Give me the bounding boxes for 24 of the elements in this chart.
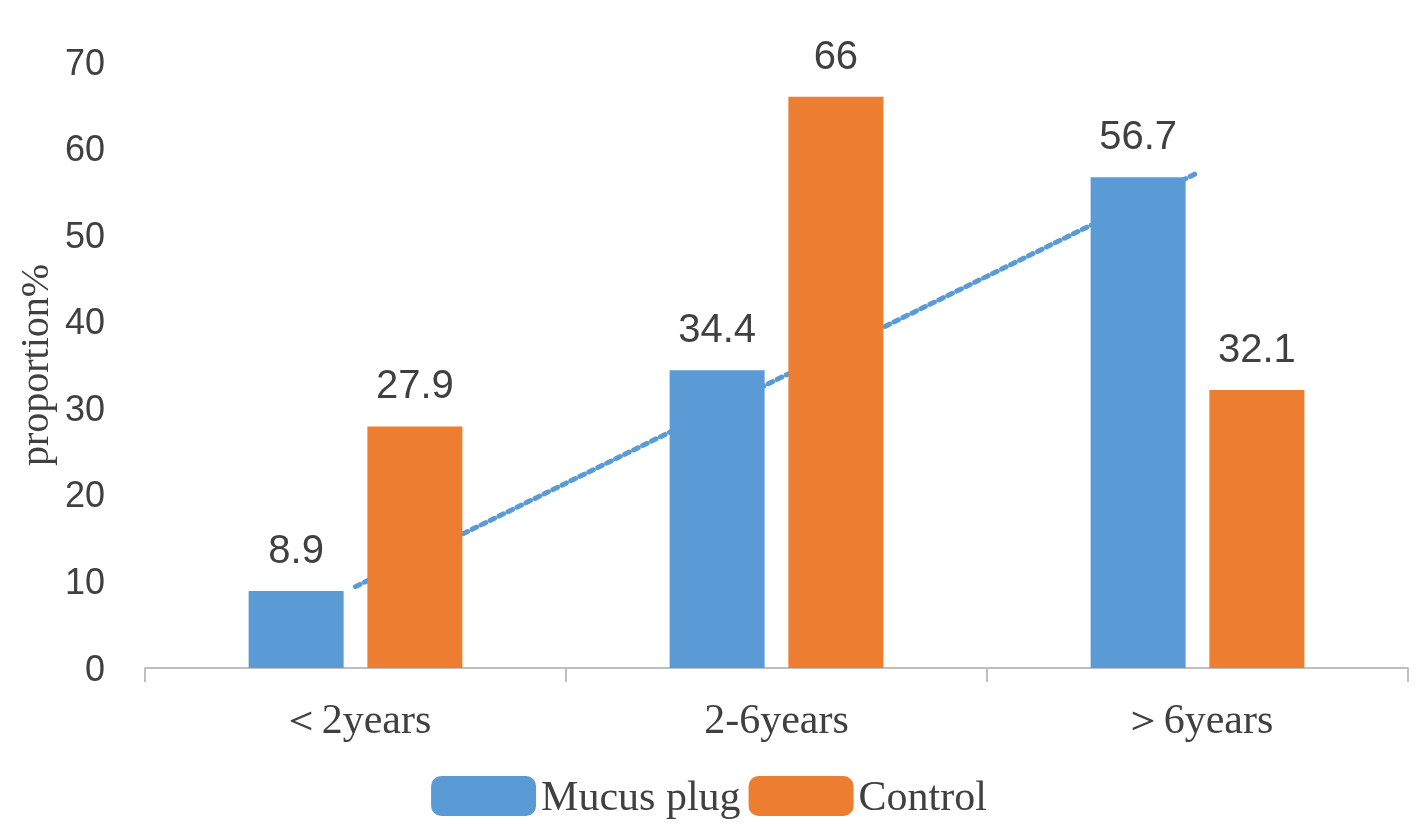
x-tick-label: ＞6years [1121,696,1274,742]
y-tick-label: 50 [64,214,105,256]
x-tick-label: ＜2years [279,696,432,742]
bar [248,590,344,668]
y-tick-label: 40 [64,301,105,343]
bar [1209,390,1305,668]
y-tick-label: 20 [64,474,105,516]
y-tick-label: 10 [64,560,105,602]
bar [788,96,884,668]
y-tick-label: 70 [64,41,105,83]
y-tick-label: 60 [64,128,105,170]
bar [367,426,463,668]
legend-label: Mucus plug [541,773,741,819]
data-label: 66 [813,32,859,77]
y-axis-title: proportion% [11,263,57,467]
x-tick-label: 2-6years [704,696,849,742]
data-label: 34.4 [678,306,757,351]
data-label: 56.7 [1099,113,1178,158]
y-tick-label: 30 [64,387,105,429]
y-tick-label: 0 [84,647,105,689]
legend-label: Control [858,773,987,819]
data-label: 32.1 [1217,326,1296,371]
data-label: 8.9 [268,526,324,571]
data-label: 27.9 [375,362,454,407]
